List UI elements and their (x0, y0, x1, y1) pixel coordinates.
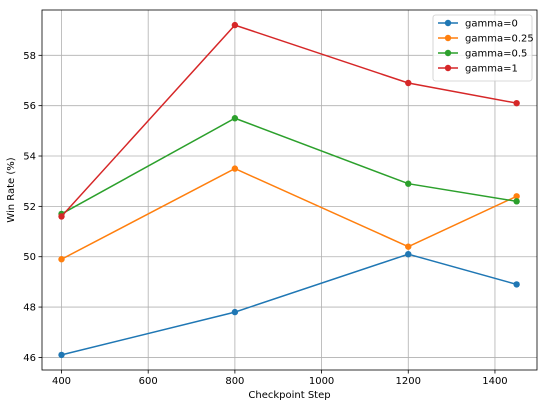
x-tick-label: 600 (139, 376, 158, 387)
series-line (60, 24, 517, 217)
series-line (61, 117, 517, 215)
y-tick-label: 50 (23, 252, 36, 263)
legend-label: gamma=0 (465, 19, 518, 30)
data-point (231, 165, 239, 172)
data-point (513, 281, 520, 288)
data-point (405, 250, 412, 258)
legend-entry: gamma=0 (438, 19, 518, 30)
x-tick-label: 1000 (309, 376, 334, 387)
y-axis-label: Win Rate (%) (6, 157, 17, 222)
y-tick-label: 56 (23, 101, 36, 112)
legend-swatch-marker (444, 19, 452, 27)
y-tick-label: 52 (23, 202, 36, 213)
y-tick-label: 58 (23, 51, 36, 62)
data-point (513, 198, 520, 205)
data-point (58, 351, 65, 359)
y-tick-label: 46 (23, 353, 36, 364)
series-line (61, 167, 517, 260)
series-0 (58, 250, 520, 359)
series-3 (58, 21, 520, 220)
legend-label: gamma=1 (465, 64, 518, 75)
legend-box (432, 14, 533, 82)
x-tick-label: 1200 (396, 376, 421, 387)
x-tick-label: 800 (225, 376, 244, 387)
data-point (405, 180, 412, 187)
x-tick-label: 400 (52, 376, 71, 387)
data-point (405, 243, 412, 250)
data-point (513, 99, 520, 107)
legend-entry: gamma=0.25 (438, 34, 534, 45)
legend: gamma=0 gamma=0.25 gamma=0.5 gamma=1 (432, 14, 534, 82)
x-tick-label: 1400 (482, 376, 507, 387)
data-point (231, 308, 239, 316)
data-point (405, 79, 412, 87)
legend-entry: gamma=1 (438, 64, 518, 75)
series-2 (58, 115, 520, 218)
data-point (58, 256, 65, 263)
series-line (61, 253, 517, 356)
y-tick-label: 54 (23, 152, 36, 163)
legend-swatch-marker (444, 64, 452, 72)
x-axis-label: Checkpoint Step (248, 390, 330, 401)
axis-ticks: 400 600 800 1000 1200 1400 46 48 50 52 54 56 58 (23, 51, 507, 387)
legend-entry: gamma=0.5 (438, 49, 527, 60)
series-1 (58, 165, 520, 263)
data-point (58, 213, 65, 220)
plot-frame (41, 9, 538, 371)
data-point (513, 193, 520, 200)
data-point (231, 21, 239, 29)
legend-label: gamma=0.25 (465, 34, 534, 45)
legend-swatch-marker (444, 34, 452, 42)
series-layer (58, 21, 520, 359)
data-point (231, 115, 239, 122)
legend-swatch-marker (444, 49, 452, 57)
y-tick-label: 48 (23, 303, 36, 314)
legend-label: gamma=0.5 (465, 49, 527, 60)
